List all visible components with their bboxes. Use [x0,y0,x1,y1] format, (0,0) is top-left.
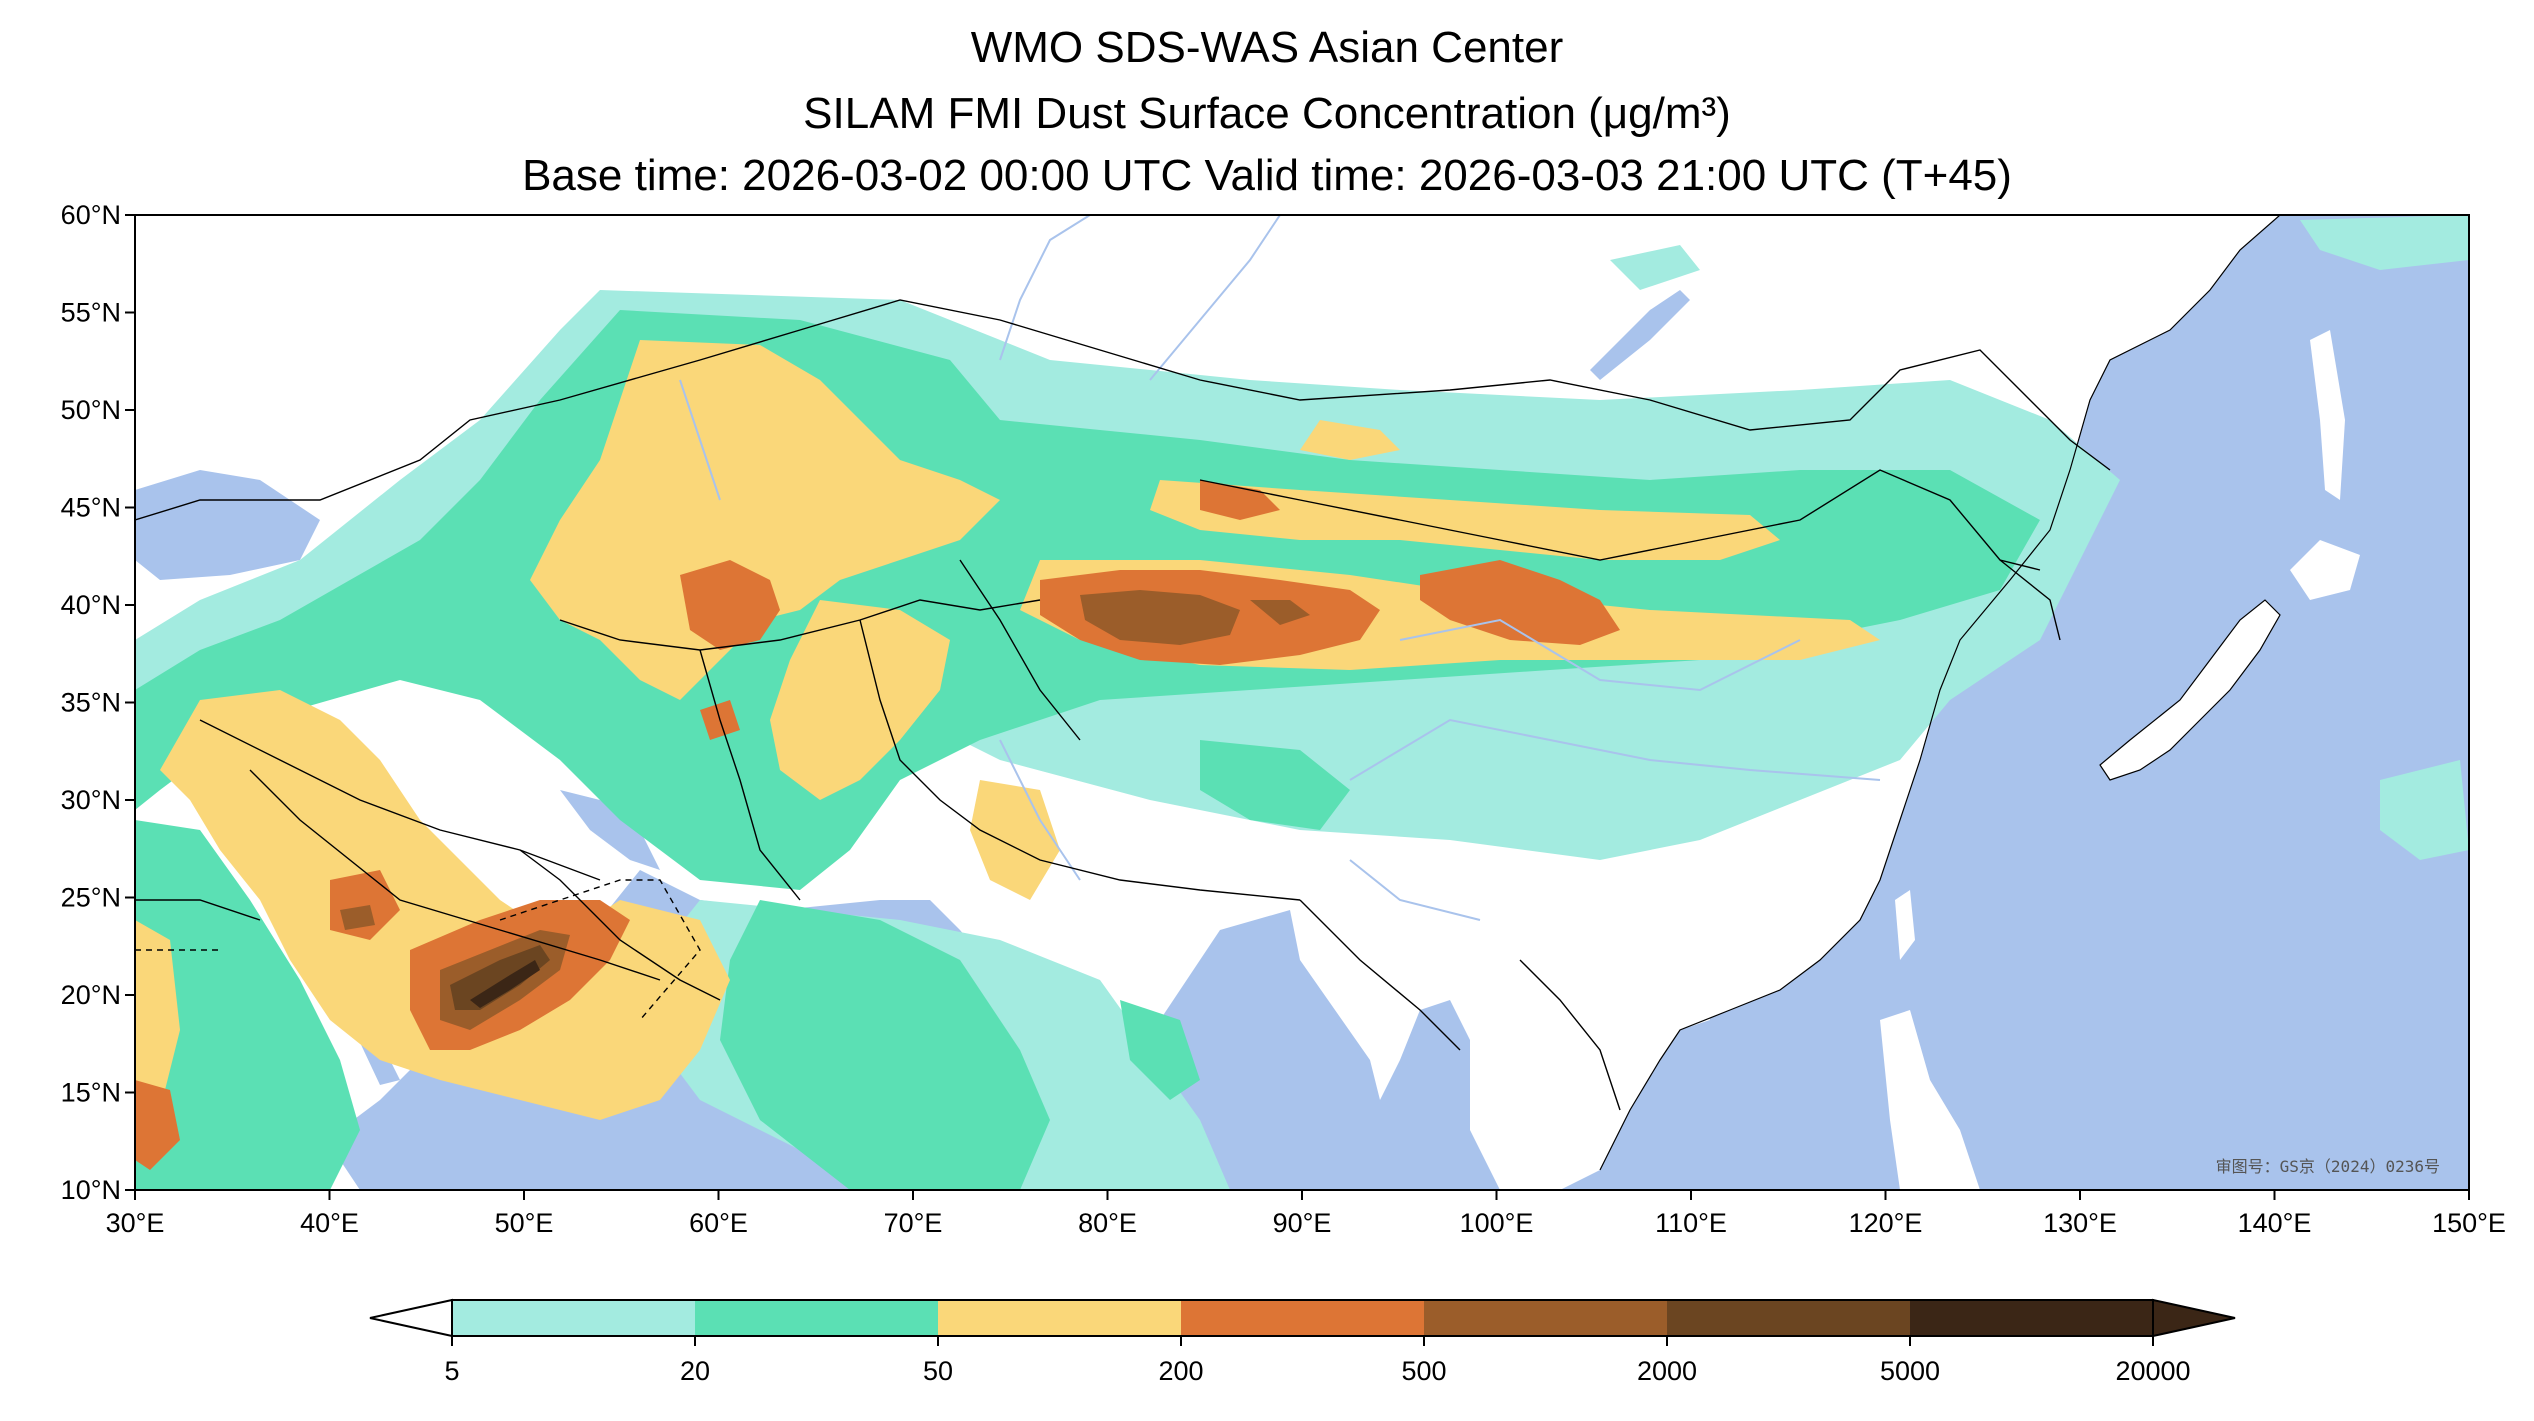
lat-tick-label: 20°N [61,980,121,1010]
colorbar-segment [452,1300,696,1336]
lat-tick-label: 10°N [61,1175,121,1205]
lon-tick-label: 70°E [884,1208,943,1238]
lon-tick-label: 50°E [495,1208,554,1238]
lat-tick-label: 50°N [61,395,121,425]
lon-tick-label: 90°E [1273,1208,1332,1238]
colorbar-segment [695,1300,939,1336]
map-plot-area: 审图号：GS京（2024）0236号 [135,215,2469,1190]
colorbar-segment [938,1300,1182,1336]
lon-tick-label: 60°E [689,1208,748,1238]
colorbar-segment [1667,1300,1911,1336]
lat-tick-label: 25°N [61,883,121,913]
colorbar-tick-label: 2000 [1637,1356,1697,1386]
colorbar-over-arrow [2153,1300,2235,1336]
colorbar-tick-label: 50 [923,1356,953,1386]
lon-tick-label: 110°E [1655,1208,1727,1238]
lat-tick-label: 45°N [61,493,121,523]
approval-watermark: 审图号：GS京（2024）0236号 [2216,1157,2440,1176]
colorbar-segment [1424,1300,1668,1336]
lon-tick-label: 100°E [1460,1208,1534,1238]
lon-tick-label: 140°E [2238,1208,2312,1238]
colorbar-under-arrow [370,1300,452,1336]
colorbar-tick-label: 5000 [1880,1356,1940,1386]
lat-tick-label: 35°N [61,688,121,718]
colorbar-tick-label: 200 [1158,1356,1203,1386]
lon-tick-label: 150°E [2432,1208,2506,1238]
colorbar-segment [1910,1300,2154,1336]
lon-tick-label: 130°E [2043,1208,2117,1238]
lon-tick-label: 120°E [1849,1208,1923,1238]
lon-tick-label: 40°E [300,1208,359,1238]
colorbar-tick-label: 20 [680,1356,710,1386]
colorbar-tick-label: 5 [444,1356,459,1386]
colorbar: 5 20 50 200 500 2000 5000 20000 [370,1300,2235,1386]
lat-tick-label: 30°N [61,785,121,815]
colorbar-tick-label: 500 [1401,1356,1446,1386]
lon-tick-label: 30°E [106,1208,165,1238]
lat-tick-label: 15°N [61,1078,121,1108]
lat-tick-label: 60°N [61,200,121,230]
colorbar-segment [1181,1300,1425,1336]
lon-tick-label: 80°E [1078,1208,1137,1238]
colorbar-tick-label: 20000 [2115,1356,2190,1386]
lat-tick-label: 40°N [61,590,121,620]
lat-tick-label: 55°N [61,298,121,328]
